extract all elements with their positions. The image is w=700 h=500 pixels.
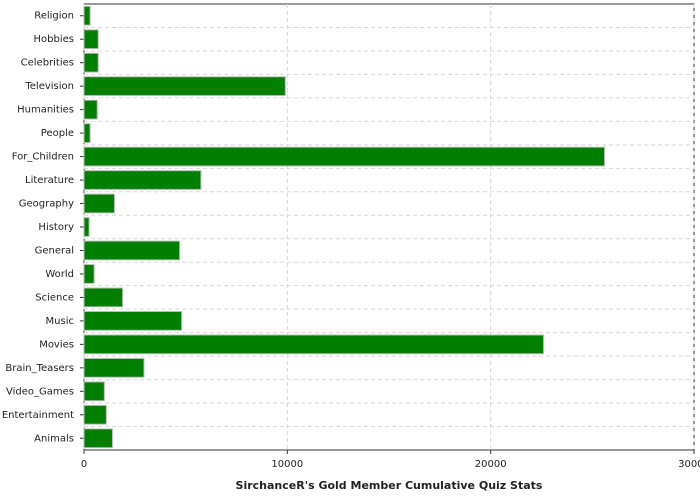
y-tick-label: Geography	[19, 199, 74, 210]
bar	[83, 404, 107, 425]
y-tick-label: Literature	[25, 175, 74, 186]
y-tick-label: Celebrities	[21, 58, 74, 69]
x-tick-label: 30000	[678, 459, 700, 470]
bar	[83, 311, 183, 331]
x-tick-label: 10000	[271, 459, 303, 470]
y-tick-label: Science	[35, 292, 74, 303]
x-tick-label: 20000	[475, 459, 507, 470]
plot-area	[83, 3, 695, 451]
bar	[83, 170, 202, 190]
bar	[83, 193, 115, 214]
y-tick-label: History	[38, 222, 74, 233]
bar	[83, 29, 99, 50]
bar	[83, 334, 545, 355]
bar	[83, 357, 145, 378]
bar	[83, 52, 99, 73]
bar	[83, 217, 90, 237]
bar	[83, 5, 91, 26]
bar	[83, 123, 91, 143]
y-tick-label: Humanities	[17, 105, 74, 116]
y-tick-label: People	[41, 128, 74, 139]
y-tick-label: Entertainment	[2, 410, 74, 421]
x-tick-label: 0	[81, 459, 87, 470]
x-axis-label: SirchanceR's Gold Member Cumulative Quiz…	[236, 479, 543, 492]
bar	[83, 99, 98, 120]
y-tick-label: Television	[24, 81, 74, 92]
y-tick-label: Hobbies	[34, 34, 74, 45]
y-tick-label: Brain_Teasers	[5, 363, 74, 374]
bar	[83, 287, 124, 308]
bar	[83, 264, 95, 284]
y-tick-label: Animals	[34, 433, 74, 444]
y-tick-label: General	[35, 245, 74, 256]
bar	[83, 240, 181, 261]
bar	[83, 146, 606, 167]
y-tick-label: Religion	[34, 11, 74, 22]
bar	[83, 381, 105, 402]
y-tick-label: Video_Games	[6, 386, 74, 397]
y-tick-label: Movies	[39, 339, 74, 350]
y-tick-label: Music	[46, 316, 74, 327]
bar	[83, 428, 113, 449]
y-tick-label: For_Children	[12, 152, 74, 163]
bar	[83, 76, 286, 97]
y-tick-label: World	[45, 269, 74, 280]
